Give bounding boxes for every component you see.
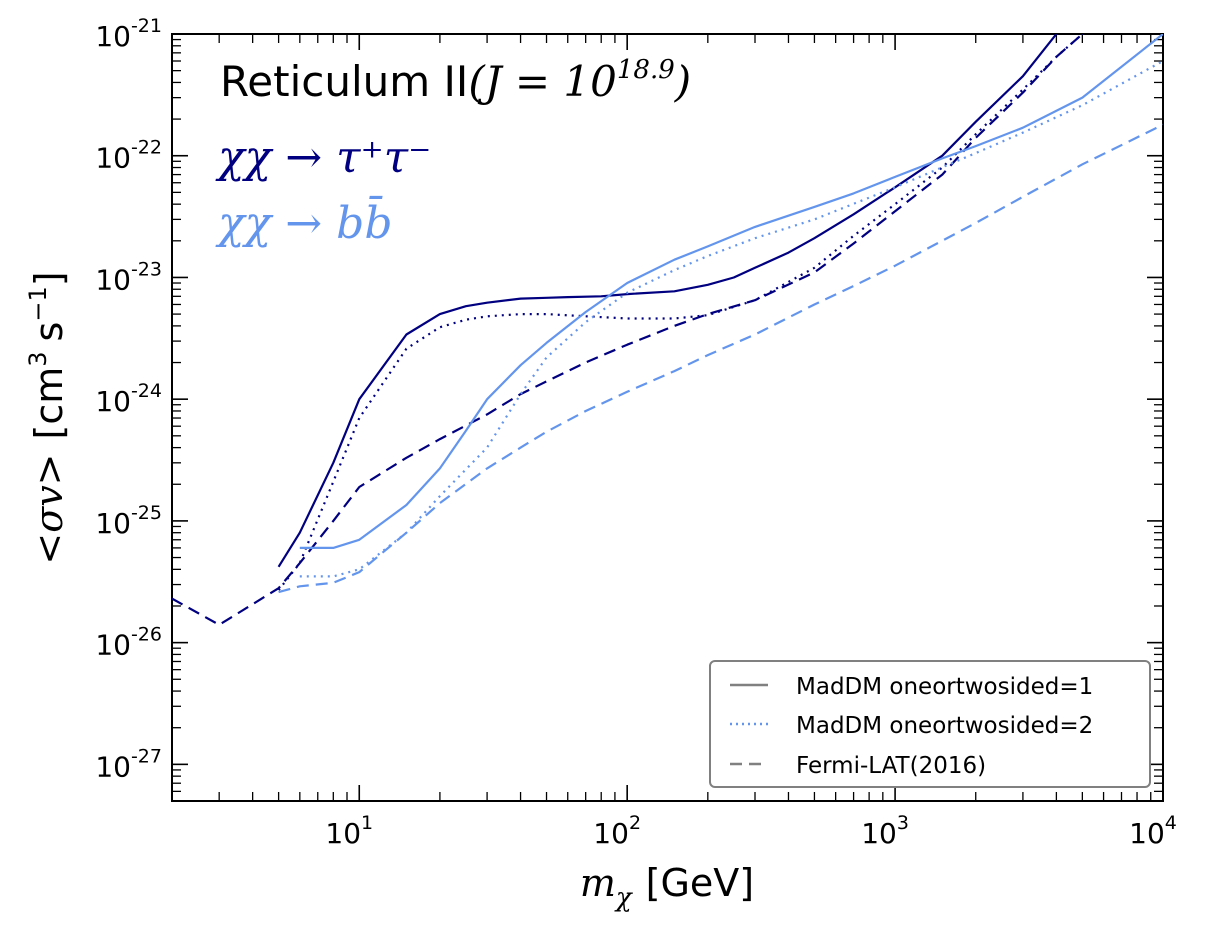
y-axis-label: <σv>[cm3s−1] xyxy=(24,271,71,564)
x-tick-label: 101 xyxy=(325,812,373,850)
annotation-channel-bb: χχ → bb̄ xyxy=(215,194,393,249)
legend-label-dotted: MadDM oneortwosided=2 xyxy=(796,713,1093,739)
series-layer xyxy=(172,34,1163,626)
series-bb-dashed xyxy=(278,123,1163,594)
series-bb-dotted xyxy=(299,60,1163,578)
y-tick-label: 10-27 xyxy=(95,745,162,783)
legend: MadDM oneortwosided=1 MadDM oneortwoside… xyxy=(709,660,1151,788)
y-tick-label: 10-26 xyxy=(95,624,162,662)
y-tick-label: 10-22 xyxy=(95,137,162,175)
y-tick-label: 10-24 xyxy=(95,380,162,418)
legend-label-solid: MadDM oneortwosided=1 xyxy=(796,674,1093,700)
series-tau-solid xyxy=(277,34,1058,568)
series-tau-dashed xyxy=(172,34,1084,626)
y-tick-label: 10-25 xyxy=(95,502,162,540)
y-axis-ticks: 10-21 10-22 10-23 10-24 10-25 10-26 10-27 xyxy=(95,15,1163,783)
annotation-channel-tau: χχ → τ⁺τ⁻ xyxy=(215,132,431,183)
y-tick-label: 10-21 xyxy=(95,15,162,53)
annotation-target: Reticulum II(J = 1018.9) xyxy=(220,55,691,106)
x-tick-label: 104 xyxy=(1129,812,1177,850)
legend-label-dashed: Fermi-LAT(2016) xyxy=(796,753,986,779)
legend-box xyxy=(709,660,1151,788)
x-tick-label: 103 xyxy=(861,812,909,850)
y-tick-label: 10-23 xyxy=(95,258,162,296)
series-tau-dotted xyxy=(277,34,1084,591)
x-axis-label: mχ [GeV] xyxy=(580,861,754,913)
x-axis-ticks: 101 102 103 104 xyxy=(325,34,1177,850)
series-bb-solid xyxy=(299,34,1163,550)
x-tick-label: 102 xyxy=(593,812,641,850)
minor-ticks xyxy=(172,34,1163,801)
